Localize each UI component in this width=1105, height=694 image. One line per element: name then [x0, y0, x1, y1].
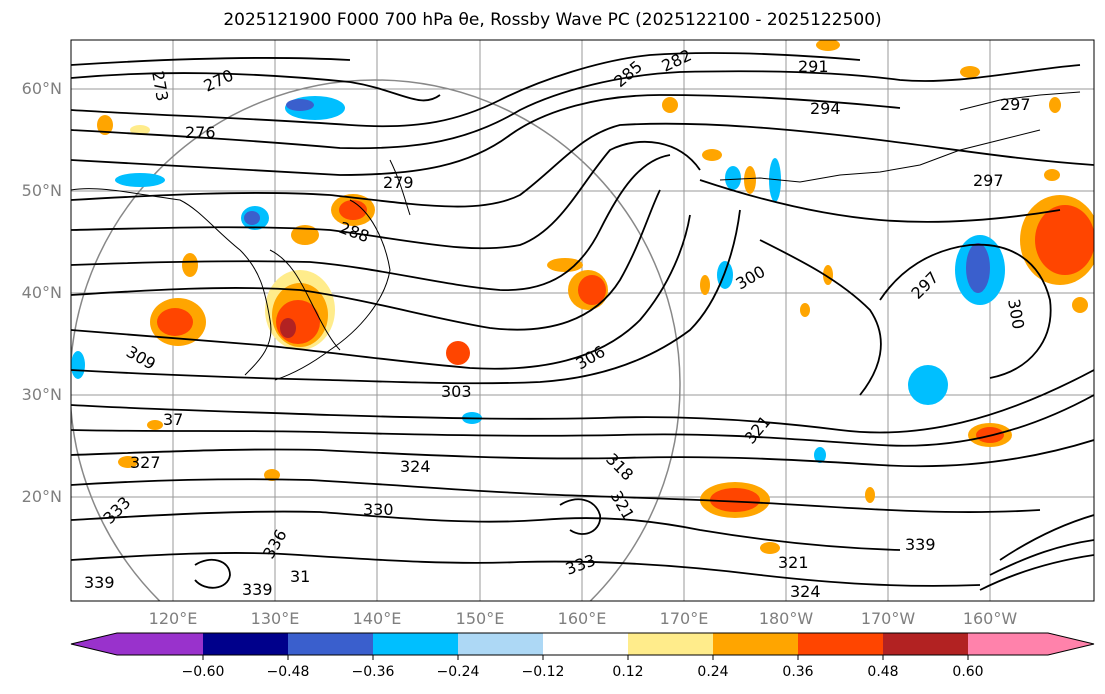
positive-anomaly — [1072, 297, 1088, 313]
lon-label: 150°E — [455, 609, 505, 628]
domain-circle — [71, 79, 681, 601]
positive-anomaly — [339, 200, 367, 220]
lon-label: 140°E — [352, 609, 402, 628]
colorbar-swatch — [628, 633, 713, 655]
negative-anomaly — [115, 173, 165, 187]
contour-label: 327 — [130, 453, 161, 472]
positive-anomaly — [264, 469, 280, 481]
contour-label: 294 — [810, 99, 841, 118]
lon-label: 120°E — [148, 609, 198, 628]
positive-anomaly — [865, 487, 875, 503]
colorbar — [70, 632, 1095, 660]
colorbar-tick-label: 0.36 — [782, 664, 814, 680]
colorbar-swatch — [458, 633, 543, 655]
negative-anomaly — [244, 211, 260, 225]
positive-anomaly — [182, 253, 198, 277]
colorbar-tick-label: −0.48 — [266, 664, 310, 680]
positive-anomaly — [816, 40, 840, 51]
contour-label: 276 — [185, 123, 216, 142]
positive-anomaly — [97, 115, 113, 135]
lat-label: 50°N — [21, 181, 62, 200]
positive-anomaly — [710, 488, 760, 512]
contour-label: 330 — [363, 500, 394, 519]
colorbar-tick-label: −0.24 — [436, 664, 480, 680]
lon-label: 160°W — [962, 609, 1018, 628]
colorbar-extend-max — [1048, 633, 1094, 655]
map-title: 2025121900 F000 700 hPa θe, Rossby Wave … — [223, 10, 882, 30]
positive-anomaly — [118, 456, 138, 468]
colorbar-outline — [70, 632, 1095, 656]
negative-anomaly — [725, 166, 741, 190]
positive-anomaly — [960, 66, 980, 78]
contour-label: 339 — [242, 580, 273, 599]
positive-anomaly — [291, 225, 319, 245]
colorbar-swatch — [117, 633, 203, 655]
positive-anomaly — [147, 420, 163, 430]
positive-anomaly — [547, 258, 583, 272]
lat-label: 30°N — [21, 385, 62, 404]
positive-anomaly — [702, 149, 722, 161]
contour-label: 339 — [905, 535, 936, 554]
positive-anomaly — [280, 318, 296, 338]
theta-e-contours — [71, 52, 1094, 591]
positive-anomaly — [130, 125, 150, 135]
colorbar-swatch — [373, 633, 458, 655]
colorbar-swatch — [968, 633, 1048, 655]
negative-anomaly — [966, 243, 990, 293]
lat-label: 60°N — [21, 79, 62, 98]
colorbar-swatch — [883, 633, 968, 655]
lon-label: 180°W — [758, 609, 814, 628]
positive-anomaly — [446, 341, 470, 365]
colorbar-tick-label: 0.48 — [867, 664, 899, 680]
colorbar-tick-label: −0.36 — [351, 664, 395, 680]
positive-anomaly — [823, 265, 833, 285]
contour-label: 279 — [383, 173, 414, 192]
negative-anomaly — [71, 351, 85, 379]
positive-anomaly — [662, 97, 678, 113]
colorbar-swatch — [713, 633, 798, 655]
lat-label: 40°N — [21, 283, 62, 302]
contour-label: 324 — [790, 582, 821, 601]
lon-label: 170°E — [659, 609, 709, 628]
map-frame — [70, 39, 1095, 602]
coastline — [71, 91, 1081, 381]
contour-label: 37 — [163, 410, 183, 429]
contour-label: 291 — [798, 57, 829, 76]
contour-label: 321 — [778, 553, 809, 572]
positive-anomaly — [760, 542, 780, 554]
positive-anomaly — [157, 308, 193, 336]
positive-anomaly — [578, 275, 606, 305]
contour-label: 303 — [441, 382, 472, 401]
colorbar-tick-label: −0.60 — [181, 664, 225, 680]
colorbar-swatch — [798, 633, 883, 655]
colorbar-extend-min — [71, 633, 117, 655]
colorbar-swatch — [543, 633, 628, 655]
lon-label: 130°E — [250, 609, 300, 628]
contour-label: 31 — [290, 567, 310, 586]
contour-label: 339 — [84, 573, 115, 592]
positive-anomaly — [744, 166, 756, 194]
positive-anomaly — [1035, 205, 1094, 275]
negative-anomaly — [286, 99, 314, 111]
colorbar-tick-label: 0.24 — [697, 664, 729, 680]
contour-label: 297 — [1000, 95, 1031, 114]
lon-label: 160°E — [557, 609, 607, 628]
positive-anomaly — [700, 275, 710, 295]
positive-anomaly — [800, 303, 810, 317]
colorbar-tick-label: −0.12 — [521, 664, 565, 680]
positive-anomaly — [1049, 97, 1061, 113]
negative-anomaly — [908, 365, 948, 405]
positive-anomaly — [1044, 169, 1060, 181]
lon-label: 170°W — [860, 609, 916, 628]
contour-label: 324 — [400, 457, 431, 476]
colorbar-tick-label: 0.60 — [952, 664, 984, 680]
negative-anomaly — [814, 447, 826, 463]
pc-shading — [71, 40, 1094, 554]
contour-label: 297 — [973, 171, 1004, 190]
colorbar-swatch — [288, 633, 373, 655]
colorbar-tick-label: 0.12 — [612, 664, 644, 680]
lat-label: 20°N — [21, 487, 62, 506]
colorbar-swatch — [203, 633, 288, 655]
